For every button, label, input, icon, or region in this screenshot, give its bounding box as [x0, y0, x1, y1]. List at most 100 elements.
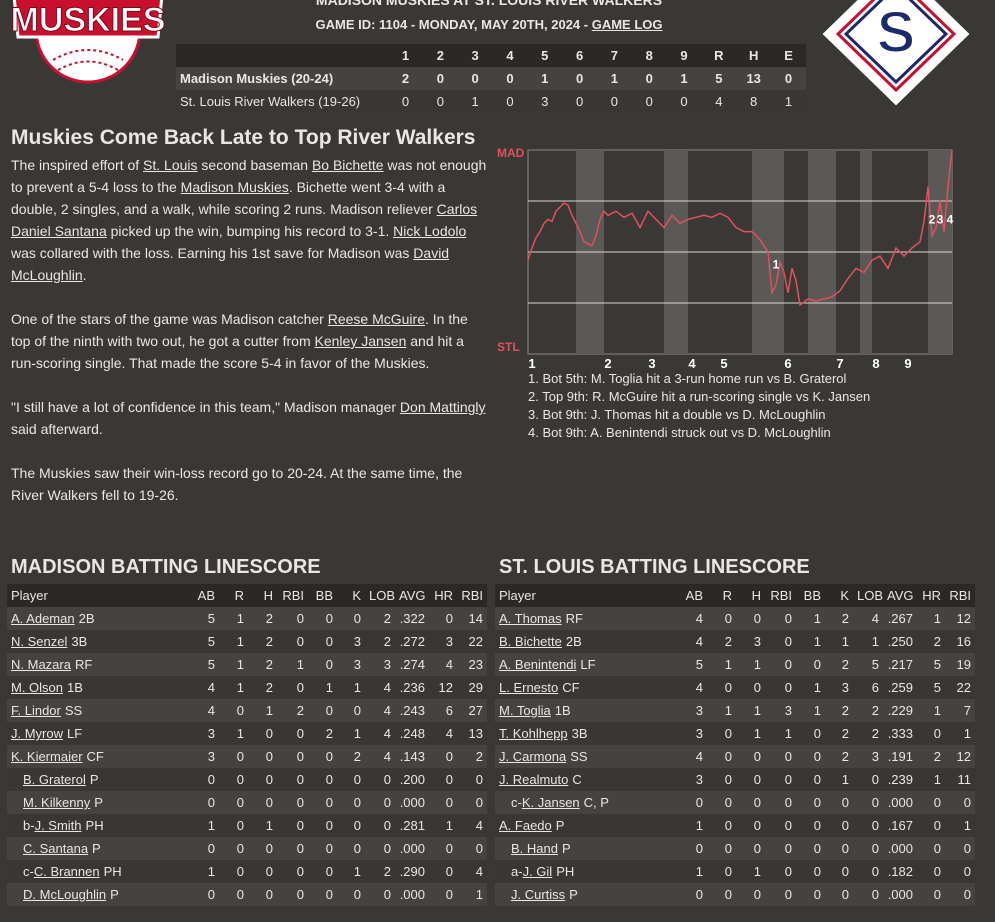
- player-link[interactable]: A. Thomas: [499, 611, 562, 626]
- header-cell: 3: [457, 44, 493, 67]
- sub-prefix: c-: [511, 795, 522, 810]
- player-link[interactable]: M. Olson: [11, 680, 64, 695]
- player-link[interactable]: B. Bichette: [499, 634, 562, 649]
- player-row: N. Senzel 3B 5 1 2 0 0 3 2.272 3 22: [7, 630, 487, 653]
- left-logo: MUSKIES: [10, 0, 166, 84]
- player-row: L. Ernesto CF 4 0 0 0 1 3 6.259 5 22: [495, 676, 975, 699]
- subtitle: GAME ID: 1104 - MONDAY, MAY 20TH, 2024 -: [315, 17, 592, 32]
- score-cell: 0: [631, 67, 667, 90]
- player-link[interactable]: J. Myrow: [11, 726, 63, 741]
- position: P: [561, 841, 571, 856]
- stat-cell: .229: [883, 699, 917, 722]
- player-link[interactable]: K. Kiermaier: [11, 749, 83, 764]
- stat-cell: 12: [945, 607, 975, 630]
- player-link[interactable]: M. Kilkenny: [23, 795, 91, 810]
- stat-cell: 3: [337, 653, 365, 676]
- stat-cell: 2: [825, 653, 853, 676]
- sub-prefix: b-: [23, 818, 35, 833]
- stat-cell: 13: [457, 722, 487, 745]
- link[interactable]: David McLoughlin: [11, 245, 450, 283]
- player-link[interactable]: T. Kohlhepp: [499, 726, 568, 741]
- score-cell: 0: [666, 90, 702, 113]
- stat-cell: 0: [308, 791, 337, 814]
- player-row: B. Hand P 0 0 0 0 0 0 0.000 0 0: [495, 837, 975, 860]
- stat-cell: 0: [248, 860, 277, 883]
- player-row: B. Bichette 2B 4 2 3 0 1 1 1.250 2 16: [495, 630, 975, 653]
- player-link[interactable]: J. Smith: [34, 818, 82, 833]
- player-link[interactable]: D. McLoughlin: [23, 887, 107, 902]
- player-link[interactable]: C. Santana: [23, 841, 89, 856]
- stat-cell: 12: [945, 745, 975, 768]
- player-cell: T. Kohlhepp 3B: [495, 722, 677, 745]
- text: and hit a run-scoring single. That made …: [11, 333, 464, 371]
- player-link[interactable]: J. Realmuto: [499, 772, 569, 787]
- header-cell: AVG: [883, 584, 917, 607]
- player-link[interactable]: B. Hand: [511, 841, 558, 856]
- player-link[interactable]: J. Carmona: [499, 749, 567, 764]
- stat-cell: .248: [395, 722, 429, 745]
- stat-cell: 0: [277, 814, 308, 837]
- header-cell: AB: [677, 584, 707, 607]
- stat-cell: 0: [765, 860, 796, 883]
- link[interactable]: Reese McGuire: [327, 311, 425, 327]
- header-cell: R: [701, 44, 737, 67]
- player-link[interactable]: A. Faedo: [499, 818, 552, 833]
- header-cell: LOB: [365, 584, 395, 607]
- score-cell: 5: [701, 67, 737, 90]
- link[interactable]: Carlos Daniel Santana: [11, 201, 478, 239]
- x-tick-label: 9: [904, 356, 911, 371]
- game-log-link[interactable]: GAME LOG: [591, 17, 663, 32]
- position: PH: [556, 864, 575, 879]
- stat-cell: 0: [429, 860, 457, 883]
- player-row: J. Carmona SS 4 0 0 0 0 2 3.191 2 12: [495, 745, 975, 768]
- player-link[interactable]: K. Jansen: [521, 795, 580, 810]
- player-link[interactable]: A. Benintendi: [499, 657, 577, 672]
- stat-cell: 0: [429, 768, 457, 791]
- y-top-label: MAD: [497, 146, 525, 160]
- link[interactable]: Don Mattingly: [399, 399, 486, 415]
- player-link[interactable]: J. Gil: [522, 864, 553, 879]
- player-link[interactable]: L. Ernesto: [499, 680, 559, 695]
- player-link[interactable]: A. Ademan: [11, 611, 75, 626]
- stat-cell: 0: [796, 722, 825, 745]
- link[interactable]: Kenley Jansen: [314, 333, 407, 349]
- header-cell: 8: [631, 44, 667, 67]
- player-link[interactable]: B. Graterol: [23, 772, 86, 787]
- stat-cell: 0: [365, 837, 395, 860]
- stat-cell: 4: [677, 745, 707, 768]
- stat-cell: .000: [395, 883, 429, 906]
- header-cell: AB: [189, 584, 219, 607]
- stat-cell: 2: [365, 630, 395, 653]
- player-cell: c-K. Jansen C, P: [495, 791, 677, 814]
- player-cell: A. Faedo P: [495, 814, 677, 837]
- team-name: St. Louis River Walkers (19-26): [176, 90, 389, 113]
- player-link[interactable]: M. Toglia: [499, 703, 551, 718]
- link[interactable]: Nick Lodolo: [393, 223, 467, 239]
- position: P: [94, 795, 103, 810]
- player-link[interactable]: N. Mazara: [11, 657, 71, 672]
- player-link[interactable]: F. Lindor: [11, 703, 61, 718]
- stat-cell: 2: [248, 653, 277, 676]
- stat-cell: 0: [337, 699, 365, 722]
- stat-cell: 0: [277, 837, 308, 860]
- stat-cell: 0: [736, 768, 765, 791]
- player-link[interactable]: N. Senzel: [11, 634, 68, 649]
- stat-cell: 0: [677, 791, 707, 814]
- stat-cell: 0: [917, 860, 945, 883]
- link[interactable]: Bo Bichette: [311, 157, 384, 173]
- stat-cell: .000: [883, 791, 917, 814]
- link[interactable]: St. Louis: [143, 157, 198, 173]
- player-link[interactable]: C. Brannen: [33, 864, 100, 879]
- stat-cell: 0: [457, 837, 487, 860]
- player-link[interactable]: J. Curtiss: [511, 887, 566, 902]
- position: 3B: [71, 634, 88, 649]
- stat-cell: 0: [277, 607, 308, 630]
- stat-cell: 0: [248, 883, 277, 906]
- header-cell: 1: [388, 44, 423, 67]
- score-cell: 1: [666, 67, 702, 90]
- position: CF: [86, 749, 104, 764]
- right-logo: S: [822, 0, 970, 106]
- stat-cell: 4: [189, 676, 219, 699]
- link[interactable]: Madison Muskies: [180, 179, 289, 195]
